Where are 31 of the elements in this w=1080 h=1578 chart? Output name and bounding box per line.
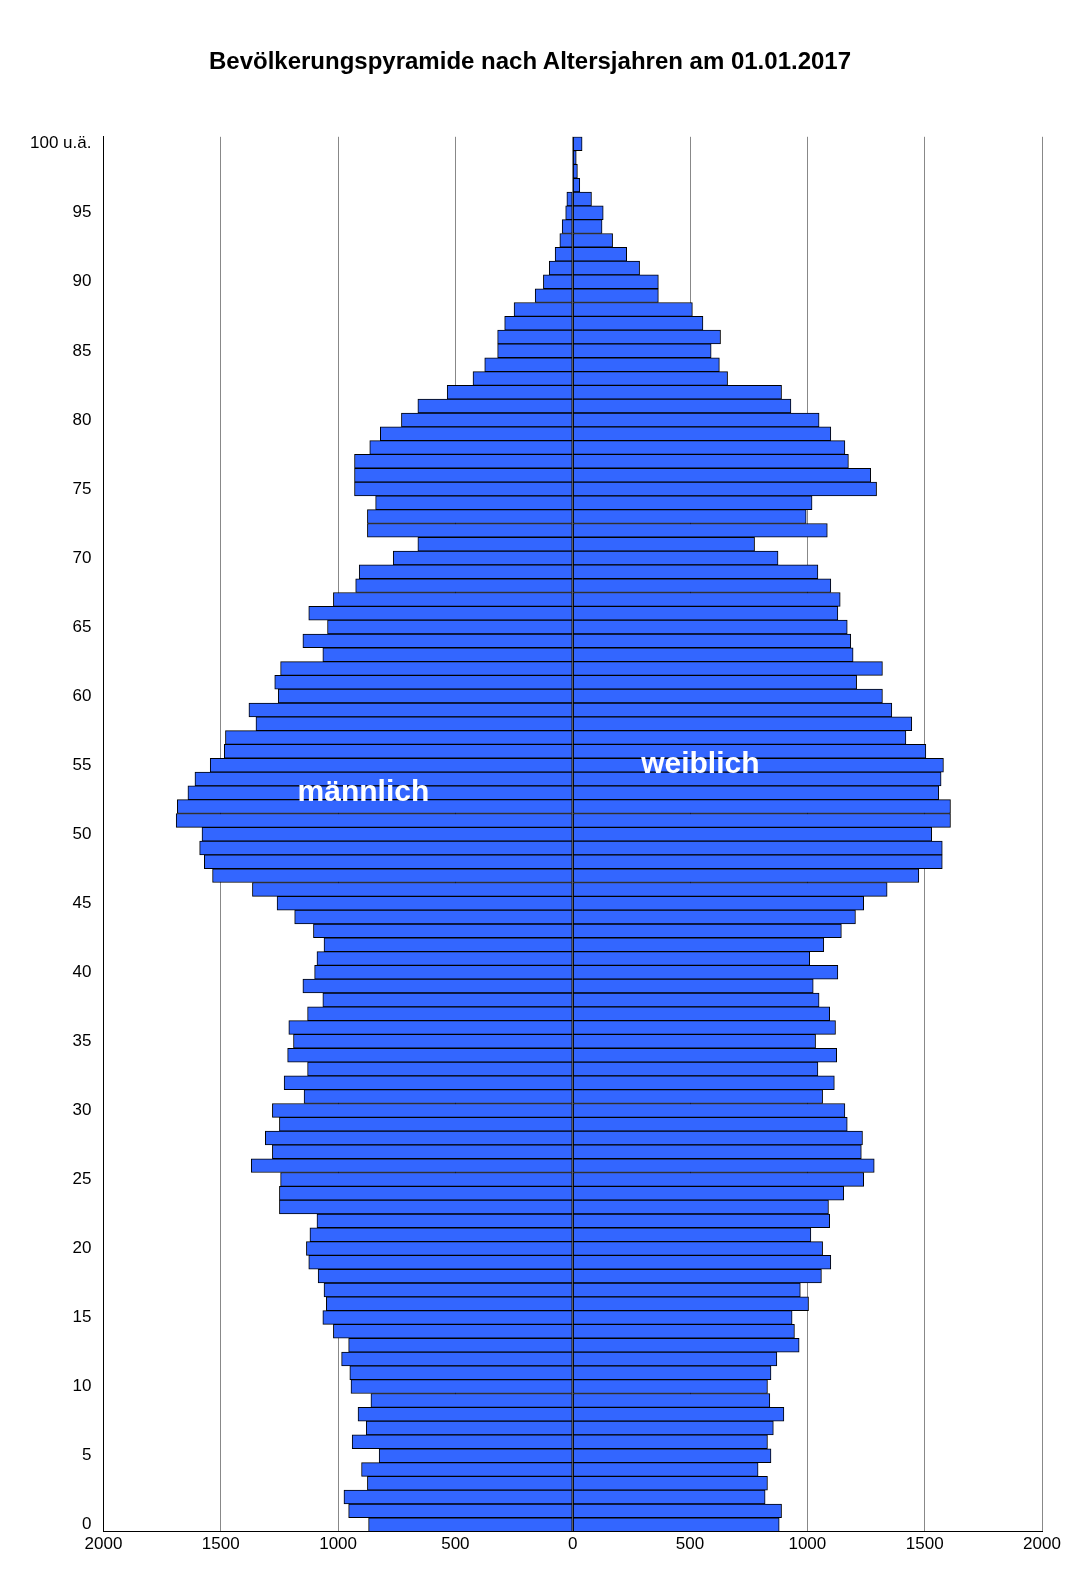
y-tick-label: 20 [72, 1238, 92, 1258]
y-tick-label: 100 u.ä. [29, 133, 92, 153]
x-tick-label: 1500 [201, 1534, 240, 1554]
x-tick-label: 0 [567, 1534, 578, 1554]
x-tick-label: 2000 [84, 1534, 123, 1554]
y-tick-label: 70 [72, 547, 92, 567]
y-tick-label: 25 [72, 1169, 92, 1189]
x-tick-label: 2000 [1023, 1534, 1061, 1554]
x-tick-label: 1500 [905, 1534, 944, 1554]
y-tick-label: 15 [72, 1307, 92, 1327]
y-tick-label: 75 [72, 478, 92, 498]
y-tick-label: 65 [72, 616, 92, 636]
y-tick-label: 85 [72, 340, 92, 360]
y-tick-label: 55 [72, 754, 92, 774]
x-tick-label: 1000 [788, 1534, 827, 1554]
y-tick-label: 30 [72, 1100, 92, 1120]
y-tick-label: 5 [81, 1445, 92, 1465]
y-tick-label: 10 [72, 1376, 92, 1396]
y-tick-label: 60 [72, 685, 92, 705]
x-tick-label: 1000 [319, 1534, 357, 1554]
x-tick-label: 500 [675, 1534, 705, 1554]
y-tick-label: 0 [81, 1514, 92, 1534]
y-tick-label: 45 [72, 892, 92, 912]
chart-title: Bevölkerungspyramide nach Altersjahren am 01.01.2017 [208, 47, 852, 75]
y-tick-label: 40 [72, 961, 92, 981]
y-tick-label: 50 [72, 823, 92, 843]
y-tick-label: 90 [72, 271, 92, 291]
x-tick-label: 500 [441, 1534, 470, 1554]
y-tick-label: 35 [72, 1031, 92, 1051]
y-tick-label: 80 [72, 409, 92, 429]
y-tick-label: 95 [72, 202, 92, 222]
